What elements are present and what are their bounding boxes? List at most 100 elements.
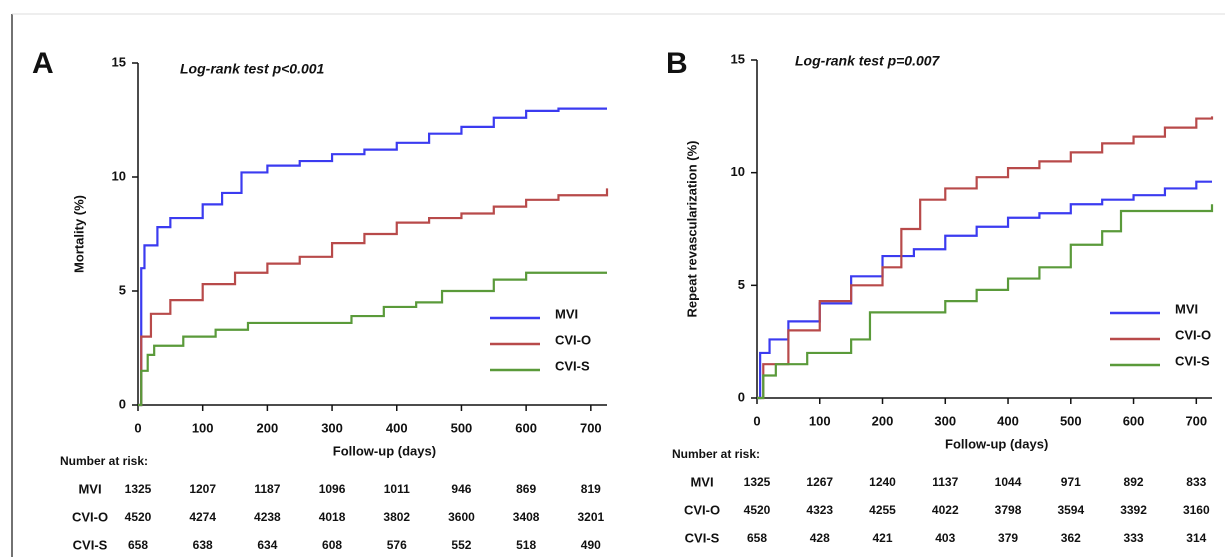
x-tick-label: 200 — [257, 420, 279, 435]
curve — [138, 188, 609, 407]
x-tick-label: 600 — [1123, 413, 1145, 428]
x-tick-label: 100 — [192, 420, 214, 435]
risk-value: 1240 — [869, 475, 896, 489]
risk-value: 428 — [810, 531, 830, 545]
risk-table-title: Number at risk: — [60, 454, 148, 468]
risk-value: 971 — [1061, 475, 1081, 489]
risk-value: 658 — [747, 531, 767, 545]
risk-row-name: CVI-O — [72, 509, 108, 524]
risk-value: 819 — [581, 482, 601, 496]
curve — [757, 204, 1214, 400]
y-tick-label: 10 — [112, 168, 126, 183]
legend-label: MVI — [1175, 301, 1198, 316]
risk-value: 608 — [322, 538, 342, 552]
y-tick-label: 5 — [738, 277, 745, 292]
risk-value: 1207 — [189, 482, 216, 496]
y-axis-label: Mortality (%) — [71, 195, 86, 273]
risk-value: 4018 — [319, 510, 346, 524]
x-tick-label: 500 — [451, 420, 473, 435]
curve — [757, 116, 1214, 400]
risk-value: 4520 — [744, 503, 771, 517]
y-tick-label: 0 — [119, 396, 126, 411]
risk-value: 4520 — [125, 510, 152, 524]
y-axis-label: Repeat revascularization (%) — [684, 140, 699, 317]
risk-value: 333 — [1124, 531, 1144, 545]
x-tick-label: 700 — [580, 420, 602, 435]
y-tick-label: 15 — [731, 51, 745, 66]
risk-table-title: Number at risk: — [672, 447, 760, 461]
risk-value: 1044 — [995, 475, 1022, 489]
panel-label: B — [666, 47, 688, 80]
risk-value: 1267 — [806, 475, 833, 489]
risk-row-name: MVI — [690, 474, 713, 489]
legend-label: CVI-O — [555, 332, 591, 347]
legend-label: CVI-O — [1175, 327, 1211, 342]
x-tick-label: 0 — [753, 413, 760, 428]
risk-value: 576 — [387, 538, 407, 552]
curve — [138, 107, 607, 407]
risk-value: 4323 — [806, 503, 833, 517]
risk-row-name: CVI-S — [685, 530, 720, 545]
legend-label: CVI-S — [555, 358, 590, 373]
risk-value: 1187 — [254, 482, 280, 496]
risk-value: 4255 — [869, 503, 896, 517]
panel-label: A — [32, 47, 54, 80]
risk-value: 3594 — [1057, 503, 1084, 517]
x-tick-label: 400 — [386, 420, 408, 435]
legend-label: MVI — [555, 306, 578, 321]
annotation: Log-rank test p=0.007 — [795, 53, 941, 69]
risk-value: 3802 — [383, 510, 410, 524]
risk-value: 403 — [935, 531, 955, 545]
risk-value: 658 — [128, 538, 148, 552]
risk-value: 833 — [1186, 475, 1206, 489]
risk-value: 946 — [451, 482, 471, 496]
risk-value: 638 — [193, 538, 213, 552]
risk-value: 3408 — [513, 510, 540, 524]
risk-value: 1137 — [932, 475, 958, 489]
x-axis-label: Follow-up (days) — [945, 436, 1048, 451]
risk-value: 379 — [998, 531, 1018, 545]
x-tick-label: 300 — [934, 413, 956, 428]
risk-value: 490 — [581, 538, 601, 552]
y-tick-label: 0 — [738, 389, 745, 404]
risk-value: 3600 — [448, 510, 475, 524]
risk-value: 552 — [451, 538, 471, 552]
curve — [138, 271, 607, 407]
risk-row-name: CVI-O — [684, 502, 720, 517]
risk-value: 3201 — [577, 510, 604, 524]
legend-label: CVI-S — [1175, 353, 1210, 368]
x-tick-label: 200 — [872, 413, 894, 428]
risk-value: 3160 — [1183, 503, 1210, 517]
risk-value: 1096 — [319, 482, 346, 496]
risk-value: 869 — [516, 482, 536, 496]
risk-value: 3392 — [1120, 503, 1147, 517]
x-tick-label: 400 — [997, 413, 1019, 428]
risk-value: 1011 — [384, 482, 410, 496]
risk-value: 362 — [1061, 531, 1081, 545]
x-axis-label: Follow-up (days) — [333, 443, 436, 458]
y-tick-label: 15 — [112, 54, 126, 69]
x-tick-label: 0 — [134, 420, 141, 435]
x-tick-label: 100 — [809, 413, 831, 428]
x-tick-label: 300 — [321, 420, 343, 435]
x-tick-label: 500 — [1060, 413, 1082, 428]
risk-row-name: MVI — [78, 481, 101, 496]
y-tick-label: 10 — [731, 164, 745, 179]
risk-value: 4238 — [254, 510, 281, 524]
risk-value: 634 — [257, 538, 277, 552]
risk-value: 421 — [873, 531, 893, 545]
x-tick-label: 700 — [1185, 413, 1207, 428]
risk-value: 518 — [516, 538, 536, 552]
risk-value: 314 — [1186, 531, 1206, 545]
risk-value: 892 — [1124, 475, 1144, 489]
x-tick-label: 600 — [515, 420, 537, 435]
risk-value: 1325 — [744, 475, 771, 489]
risk-value: 1325 — [125, 482, 152, 496]
risk-value: 4022 — [932, 503, 959, 517]
y-tick-label: 5 — [119, 282, 126, 297]
risk-value: 4274 — [189, 510, 216, 524]
risk-row-name: CVI-S — [73, 537, 108, 552]
annotation: Log-rank test p<0.001 — [180, 61, 325, 77]
risk-value: 3798 — [995, 503, 1022, 517]
